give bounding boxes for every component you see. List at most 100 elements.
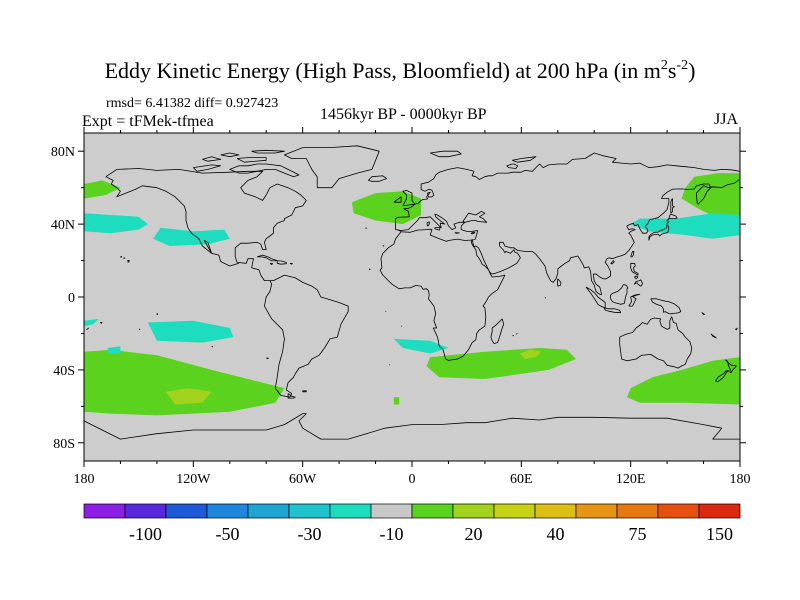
coastline-52 — [211, 345, 213, 348]
y-tick-label-3: 40S — [53, 364, 75, 379]
coastline-10 — [715, 370, 730, 383]
title-superscript-2: -2 — [676, 58, 689, 73]
colorbar-label-4: 20 — [465, 524, 483, 544]
anomaly-region-6 — [426, 348, 576, 379]
coastline-40 — [430, 150, 462, 158]
coastline-36 — [236, 157, 267, 163]
coastline-26 — [557, 278, 562, 287]
colorbar-box-5 — [288, 503, 331, 519]
coastline-28 — [276, 260, 287, 265]
coastline-58 — [512, 334, 514, 337]
anomaly-region-13 — [147, 320, 234, 343]
coastline-39 — [202, 156, 222, 162]
colorbar-box-12 — [575, 503, 618, 519]
coastline-34 — [229, 163, 300, 178]
coastline-18 — [630, 251, 635, 258]
colorbar-box-3 — [206, 503, 249, 519]
coastline-56 — [368, 268, 371, 271]
coastline-51 — [156, 313, 159, 315]
anomaly-region-7 — [519, 349, 542, 359]
x-tick-label-0: 180 — [74, 472, 95, 487]
anomaly-region-9 — [84, 213, 148, 234]
colorbar-box-13 — [616, 503, 659, 519]
title-mid: s — [667, 58, 677, 83]
coastline-11 — [648, 221, 670, 241]
experiment-label: Expt = tFMek-tfmea — [82, 113, 214, 130]
coastline-53 — [266, 357, 269, 359]
anomaly-region-12 — [107, 346, 121, 354]
coastline-64 — [434, 227, 441, 231]
coastline-22 — [610, 284, 629, 305]
coastline-50 — [139, 328, 141, 330]
coastline-46 — [86, 327, 89, 330]
coastline-4 — [402, 190, 416, 207]
anomaly-region-0 — [84, 180, 121, 199]
colorbar-label-6: 75 — [629, 524, 647, 544]
coastline-49 — [701, 312, 705, 315]
coastline-37 — [251, 149, 285, 154]
colorbar-box-6 — [329, 503, 372, 519]
y-tick-label-4: 80S — [53, 437, 75, 452]
coastline-6 — [379, 152, 740, 361]
x-tick-label-1: 120W — [176, 472, 211, 487]
colorbar-label-7: 150 — [706, 524, 733, 544]
coastline-24 — [650, 298, 682, 315]
title-superscript-1: 2 — [660, 58, 668, 73]
coastline-44 — [302, 390, 307, 393]
coastline-65 — [454, 232, 460, 234]
coastline-9 — [725, 359, 737, 373]
coastline-42 — [512, 156, 537, 163]
period-label: 1456kyr BP - 0000kyr BP — [320, 106, 487, 123]
colorbar-box-11 — [534, 503, 577, 519]
coastline-15 — [630, 262, 639, 276]
coastline-35 — [193, 164, 222, 172]
x-tick-label-4: 60E — [510, 472, 533, 487]
anomaly-region-14 — [393, 338, 449, 354]
coastline-0 — [105, 168, 349, 398]
coastline-1 — [105, 176, 240, 267]
coastline-25 — [490, 318, 505, 344]
anomaly-region-15 — [630, 213, 740, 239]
colorbar-box-10 — [493, 503, 536, 519]
anomaly-region-11 — [84, 318, 99, 327]
coastline-19 — [610, 260, 615, 265]
coastline-8 — [619, 316, 693, 369]
axis-ticks: 180 120W 60W 0 60E 120E 180 80N 40N 0 40S 80S — [51, 127, 751, 487]
anomaly-region-3 — [84, 349, 285, 416]
coastline-17 — [634, 275, 639, 280]
x-tick-label-6: 180 — [730, 472, 751, 487]
colorbar-label-0: -100 — [129, 524, 162, 544]
colorbar: -100 -50 -30 -10 20 40 75 150 — [83, 503, 741, 544]
coastline-47 — [735, 327, 738, 331]
coastline-21 — [603, 307, 621, 314]
x-tick-label-2: 60W — [289, 472, 317, 487]
coastline-48 — [710, 333, 717, 339]
coastline-13 — [670, 198, 675, 214]
colorbar-box-7 — [370, 503, 413, 519]
coastline-45 — [100, 322, 103, 324]
colorbar-box-0 — [83, 503, 126, 519]
colorbar-box-1 — [124, 503, 167, 519]
x-tick-label-3: 0 — [409, 472, 416, 487]
season-label: JJA — [714, 111, 739, 128]
colorbar-box-15 — [698, 503, 741, 519]
stats-label: rmsd= 6.41382 diff= 0.927423 — [106, 96, 279, 111]
x-tick-label-5: 120E — [616, 472, 646, 487]
coastline-41 — [506, 163, 519, 169]
y-tick-label-0: 80N — [51, 145, 75, 160]
colorbar-box-9 — [452, 503, 495, 519]
coastline-29 — [269, 262, 273, 265]
y-tick-label-2: 0 — [68, 291, 75, 306]
colorbar-label-1: -50 — [216, 524, 240, 544]
colorbar-box-2 — [165, 503, 208, 519]
coastline-5 — [393, 196, 402, 203]
coastline-38 — [220, 152, 240, 158]
title-main: Eddy Kinetic Energy (High Pass, Bloomfie… — [104, 58, 661, 83]
coastline-12 — [666, 213, 678, 222]
map-area — [84, 133, 740, 461]
coastline-57 — [516, 333, 518, 335]
anomaly-region-10 — [153, 227, 230, 246]
colorbar-box-4 — [247, 503, 290, 519]
coastline-16 — [633, 279, 643, 287]
